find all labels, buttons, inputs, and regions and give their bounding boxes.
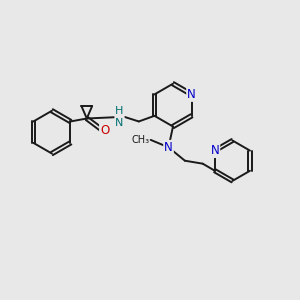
Text: N: N (164, 141, 173, 154)
Text: O: O (100, 124, 109, 137)
Text: CH₃: CH₃ (131, 135, 149, 145)
Text: N: N (187, 88, 196, 101)
Text: H
N: H N (115, 106, 124, 128)
Text: N: N (211, 144, 219, 157)
